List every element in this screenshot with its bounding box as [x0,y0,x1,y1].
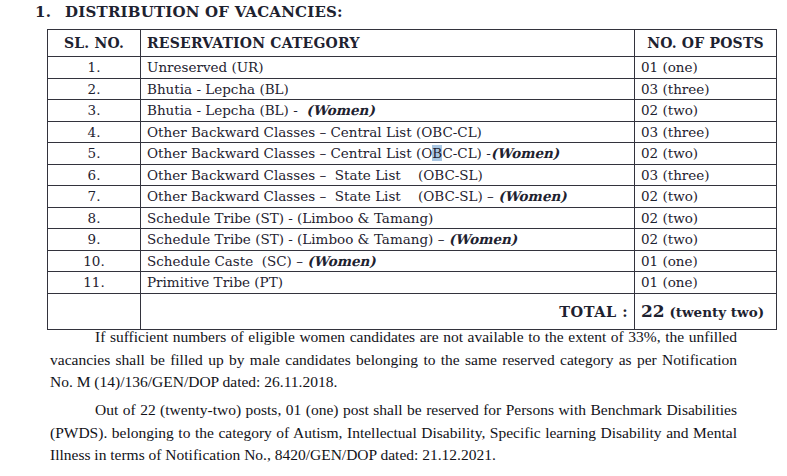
total-label: TOTAL : [141,293,635,329]
total-number: 22 [641,301,665,321]
category-cell: Other Backward Classes – Central List (O… [141,143,635,165]
category-text: Bhutia - Lepcha (BL) [147,81,289,97]
posts-cell: 02 (two) [635,186,777,208]
table-row: 9. Schedule Tribe (ST) - (Limboo & Tamang… [48,229,777,251]
sl-no-cell: 10. [48,250,141,272]
posts-cell: 02 (two) [635,207,777,229]
category-cell: Schedule Tribe (ST) - (Limboo & Tamang) … [141,229,635,251]
table-row: 5.Other Backward Classes – Central List … [48,143,777,165]
category-cell: Other Backward Classes – Central List (O… [141,121,635,143]
paragraph-women-quota: If sufficient numbers of eligible women … [50,326,737,394]
sl-no-cell: 1. [48,57,141,79]
vacancies-table: SL. NO. RESERVATION CATEGORY NO. OF POST… [47,29,777,330]
sl-no-cell: 5. [48,143,141,165]
table-header-row: SL. NO. RESERVATION CATEGORY NO. OF POST… [48,30,777,57]
table-row: 3.Bhutia - Lepcha (BL) - (Women)02 (two) [48,100,777,122]
sl-no-cell: 9. [48,229,141,251]
posts-cell: 01 (one) [635,57,777,79]
category-cell: Bhutia - Lepcha (BL) - (Women) [141,100,635,122]
sl-no-cell: 7. [48,186,141,208]
posts-cell: 03 (three) [635,164,777,186]
category-text: Other Backward Classes – State List (OBC… [147,188,498,204]
total-row: TOTAL : 22 (twenty two) [48,293,777,329]
posts-cell: 02 (two) [635,100,777,122]
posts-cell: 02 (two) [635,229,777,251]
category-text: Schedule Tribe (ST) - (Limboo & Tamang) [147,210,433,226]
category-cell: Primitive Tribe (PT) [141,272,635,294]
category-cell: Bhutia - Lepcha (BL) [141,78,635,100]
women-label: (Women) [491,145,560,161]
category-cell: Unreserved (UR) [141,57,635,79]
section-number: 1. [35,3,51,21]
table-row: 10.Schedule Caste (SC) – (Women)01 (one) [48,250,777,272]
table-row: 8. Schedule Tribe (ST) - (Limboo & Tamang… [48,207,777,229]
category-text: C-CL) - [442,145,490,161]
category-cell: Other Backward Classes – State List (OBC… [141,186,635,208]
women-label: (Women) [306,102,375,118]
sl-no-cell: 4. [48,121,141,143]
women-label: (Women) [449,231,518,247]
sl-no-cell: 6. [48,164,141,186]
category-text: Bhutia - Lepcha (BL) - [147,102,306,118]
table-row: 6. Other Backward Classes – State List (O… [48,164,777,186]
col-header-sl-no: SL. NO. [48,30,141,57]
posts-cell: 03 (three) [635,78,777,100]
category-text: Unreserved (UR) [147,59,264,75]
document-page: 1. DISTRIBUTION OF VACANCIES: SL. NO. RES… [0,0,787,476]
total-empty-cell [48,293,141,329]
total-words: (twenty two) [669,304,764,320]
paragraph-pwd-reservation: Out of 22 (twenty-two) posts, 01 (one) p… [50,399,737,467]
category-text: Other Backward Classes – Central List (O… [147,124,482,140]
col-header-reservation-category: RESERVATION CATEGORY [141,30,635,57]
sl-no-cell: 11. [48,272,141,294]
sl-no-cell: 8. [48,207,141,229]
posts-cell: 02 (two) [635,143,777,165]
table-row: 7. Other Backward Classes – State List (O… [48,186,777,208]
total-value: 22 (twenty two) [635,293,777,329]
col-header-no-of-posts: NO. OF POSTS [635,30,777,57]
category-cell: Schedule Tribe (ST) - (Limboo & Tamang) [141,207,635,229]
sl-no-cell: 3. [48,100,141,122]
category-text: Primitive Tribe (PT) [147,274,283,290]
category-text: Other Backward Classes – Central List (O [147,145,432,161]
section-title: DISTRIBUTION OF VACANCIES: [65,3,343,21]
posts-cell: 01 (one) [635,272,777,294]
women-label: (Women) [307,253,376,269]
posts-cell: 03 (three) [635,121,777,143]
table-row: 2. Bhutia - Lepcha (BL) 03 (three) [48,78,777,100]
sl-no-cell: 2. [48,78,141,100]
posts-cell: 01 (one) [635,250,777,272]
table-row: 1. Unreserved (UR) 01 (one) [48,57,777,79]
section-heading: 1. DISTRIBUTION OF VACANCIES: [35,3,343,21]
category-cell: Schedule Caste (SC) – (Women) [141,250,635,272]
table-row: 4. Other Backward Classes – Central List … [48,121,777,143]
category-text: Other Backward Classes – State List (OBC… [147,167,483,183]
category-text: Schedule Tribe (ST) - (Limboo & Tamang) … [147,231,449,247]
selected-character: B [432,145,442,161]
category-cell: Other Backward Classes – State List (OBC… [141,164,635,186]
table-row: 11. Primitive Tribe (PT) 01 (one) [48,272,777,294]
women-label: (Women) [498,188,567,204]
category-text: Schedule Caste (SC) – [147,253,307,269]
